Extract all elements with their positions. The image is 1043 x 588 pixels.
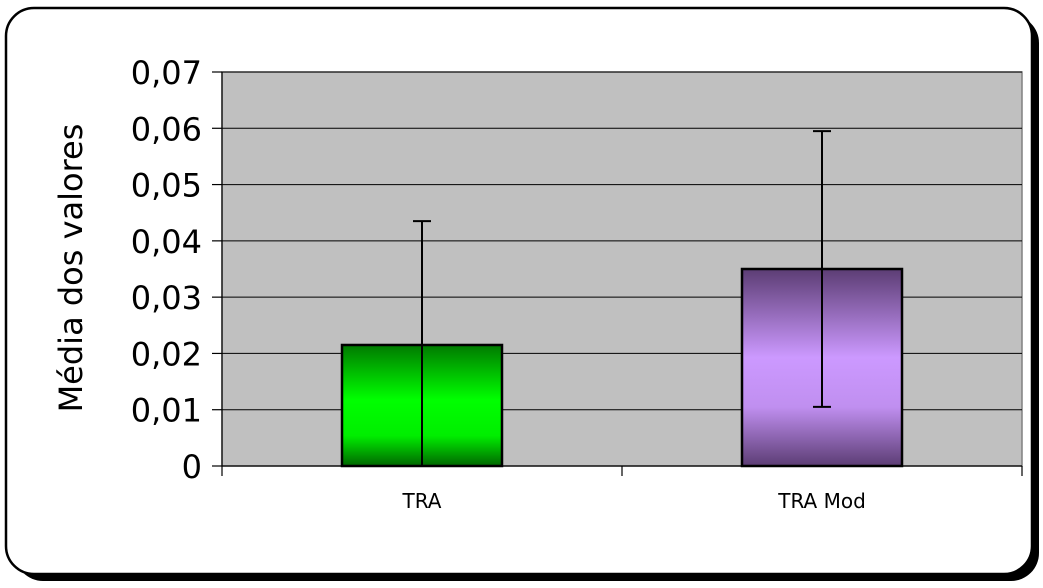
y-tick-label: 0,04 [131,223,202,261]
y-tick-label: 0,03 [131,279,202,317]
y-tick-label: 0 [182,448,202,486]
x-tick-label: TRA [402,489,442,513]
x-tick-label: TRA Mod [777,489,866,513]
y-tick-label: 0,05 [131,167,202,205]
y-tick-label: 0,07 [131,54,202,92]
y-axis-label: Média dos valores [52,124,90,413]
y-tick-label: 0,02 [131,335,202,373]
y-tick-label: 0,01 [131,392,202,430]
y-axis: 0 0,01 0,02 0,03 0,04 0,05 0,06 0,07 [131,54,223,486]
y-tick-label: 0,06 [131,110,202,148]
error-bars [413,130,831,466]
